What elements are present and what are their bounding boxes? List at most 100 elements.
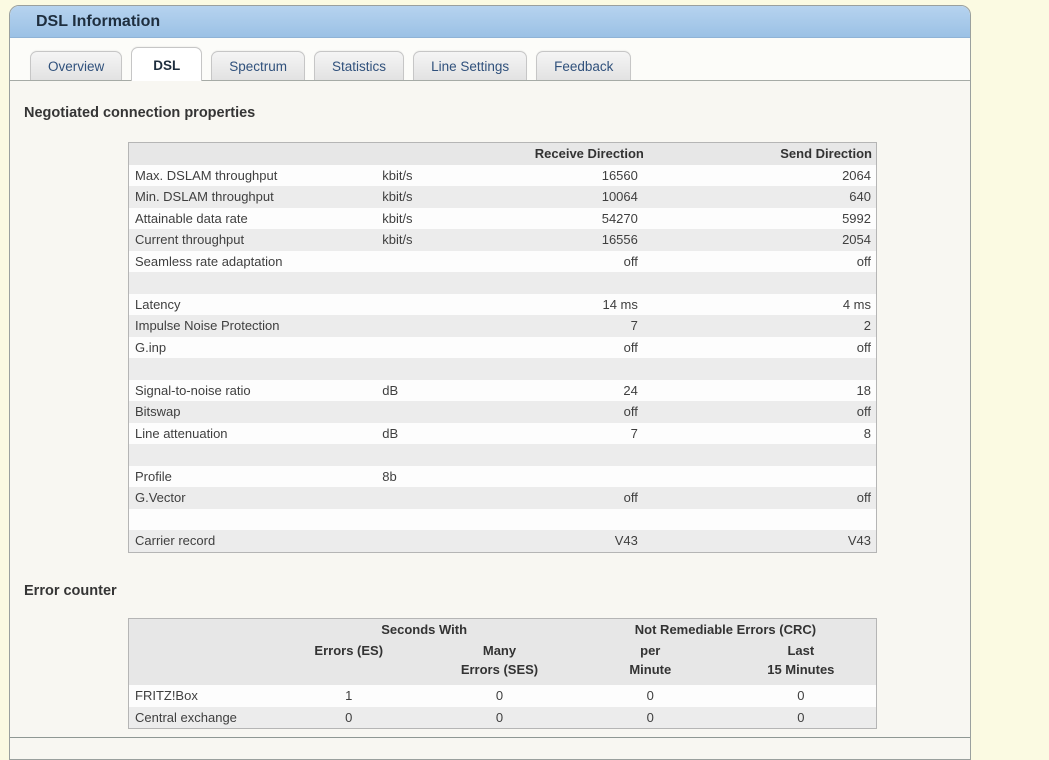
header-line: Errors (SES) xyxy=(460,662,539,677)
header-empty xyxy=(378,142,510,165)
property-unit xyxy=(378,272,510,294)
receive-value: 16560 xyxy=(509,164,648,186)
spacer-row xyxy=(128,272,877,294)
table-row: Profile 8b xyxy=(128,465,877,487)
table-row: Impulse Noise Protection 7 2 xyxy=(128,315,877,337)
table-row: Min. DSLAM throughput kbit/s 10064 640 xyxy=(128,186,877,208)
header-errors-es: Errors (ES) xyxy=(273,640,425,685)
receive-value: 7 xyxy=(509,422,648,444)
property-name: G.Vector xyxy=(128,487,379,509)
header-empty xyxy=(128,142,379,165)
tab-line-settings[interactable]: Line Settings xyxy=(413,51,528,80)
header-line: Last xyxy=(787,643,815,658)
group-header-seconds-with: Seconds With xyxy=(273,618,575,640)
receive-value xyxy=(509,508,648,530)
header-line: Many xyxy=(482,643,517,658)
receive-value: 14 ms xyxy=(509,293,648,315)
tab-label: Line Settings xyxy=(431,59,510,74)
table-row: G.inp off off xyxy=(128,336,877,358)
spacer-row xyxy=(128,358,877,380)
column-header-row: Errors (ES) Many Errors (SES) per Minute L… xyxy=(128,640,877,685)
send-value: 18 xyxy=(647,379,877,401)
send-value: 2064 xyxy=(647,164,877,186)
property-name: Profile xyxy=(128,465,379,487)
header-empty xyxy=(128,618,274,640)
tab-label: DSL xyxy=(153,58,181,73)
receive-value: off xyxy=(509,250,648,272)
table-row: Latency 14 ms 4 ms xyxy=(128,293,877,315)
property-name: Latency xyxy=(128,293,379,315)
header-empty xyxy=(128,640,274,685)
property-name: Attainable data rate xyxy=(128,207,379,229)
send-value: 4 ms xyxy=(647,293,877,315)
property-name: Current throughput xyxy=(128,229,379,251)
property-name xyxy=(128,358,379,380)
property-name: Line attenuation xyxy=(128,422,379,444)
device-name: FRITZ!Box xyxy=(128,685,274,707)
receive-value: 16556 xyxy=(509,229,648,251)
property-name: Min. DSLAM throughput xyxy=(128,186,379,208)
tab-spectrum[interactable]: Spectrum xyxy=(211,51,306,80)
tab-dsl[interactable]: DSL xyxy=(131,47,203,81)
property-unit: kbit/s xyxy=(378,186,510,208)
table-row: Max. DSLAM throughput kbit/s 16560 2064 xyxy=(128,164,877,186)
receive-value: 7 xyxy=(509,315,648,337)
table-row: Seamless rate adaptation off off xyxy=(128,250,877,272)
receive-value: 24 xyxy=(509,379,648,401)
section-heading-connection: Negotiated connection properties xyxy=(24,105,256,121)
send-value xyxy=(647,358,877,380)
header-per-minute: per Minute xyxy=(574,640,726,685)
errors-es-value: 1 xyxy=(273,685,425,707)
property-unit xyxy=(378,401,510,423)
send-value: 8 xyxy=(647,422,877,444)
send-value: 2054 xyxy=(647,229,877,251)
spacer-row xyxy=(128,508,877,530)
header-last-15-minutes: Last 15 Minutes xyxy=(725,640,877,685)
table-row: Line attenuation dB 7 8 xyxy=(128,422,877,444)
tab-overview[interactable]: Overview xyxy=(30,51,123,80)
property-name: Seamless rate adaptation xyxy=(128,250,379,272)
table-row: Bitswap off off xyxy=(128,401,877,423)
receive-value: off xyxy=(509,336,648,358)
header-many-errors-ses: Many Errors (SES) xyxy=(424,640,575,685)
table-row: FRITZ!Box 1 0 0 0 xyxy=(128,685,877,707)
property-unit xyxy=(378,315,510,337)
property-unit xyxy=(378,444,510,466)
tab-label: Spectrum xyxy=(229,59,288,74)
content-area: Negotiated connection properties Receive… xyxy=(10,103,970,729)
property-unit xyxy=(378,336,510,358)
titlebar: DSL Information xyxy=(10,6,970,38)
header-line: 15 Minutes xyxy=(767,662,835,677)
property-unit xyxy=(378,358,510,380)
receive-value xyxy=(509,465,648,487)
property-name: Bitswap xyxy=(128,401,379,423)
spacer-row xyxy=(128,444,877,466)
dsl-information-panel: DSL Information Overview DSL Spectrum St… xyxy=(9,5,971,760)
property-unit xyxy=(378,250,510,272)
property-unit: 8b xyxy=(378,465,510,487)
property-unit: kbit/s xyxy=(378,229,510,251)
tab-bar: Overview DSL Spectrum Statistics Line Se… xyxy=(10,38,970,81)
send-value: 5992 xyxy=(647,207,877,229)
table-row: Signal-to-noise ratio dB 24 18 xyxy=(128,379,877,401)
send-value xyxy=(647,465,877,487)
send-value: off xyxy=(647,336,877,358)
receive-value: 10064 xyxy=(509,186,648,208)
connection-properties-table: Receive Direction Send Direction Max. DS… xyxy=(128,142,877,553)
property-unit xyxy=(378,487,510,509)
errors-es-value: 0 xyxy=(273,706,425,729)
header-line: per xyxy=(640,643,661,658)
property-unit: dB xyxy=(378,422,510,444)
receive-value xyxy=(509,358,648,380)
group-header-row: Seconds With Not Remediable Errors (CRC) xyxy=(128,618,877,640)
tab-statistics[interactable]: Statistics xyxy=(314,51,405,80)
header-line: Errors (ES) xyxy=(314,643,384,658)
table-row: Carrier record V43 V43 xyxy=(128,530,877,552)
tab-feedback[interactable]: Feedback xyxy=(536,51,632,80)
crc-per-minute-value: 0 xyxy=(574,706,726,729)
property-name: Carrier record xyxy=(128,530,379,552)
tab-label: Feedback xyxy=(554,59,614,74)
property-unit: dB xyxy=(378,379,510,401)
send-value: 2 xyxy=(647,315,877,337)
header-receive-direction: Receive Direction xyxy=(509,142,648,165)
